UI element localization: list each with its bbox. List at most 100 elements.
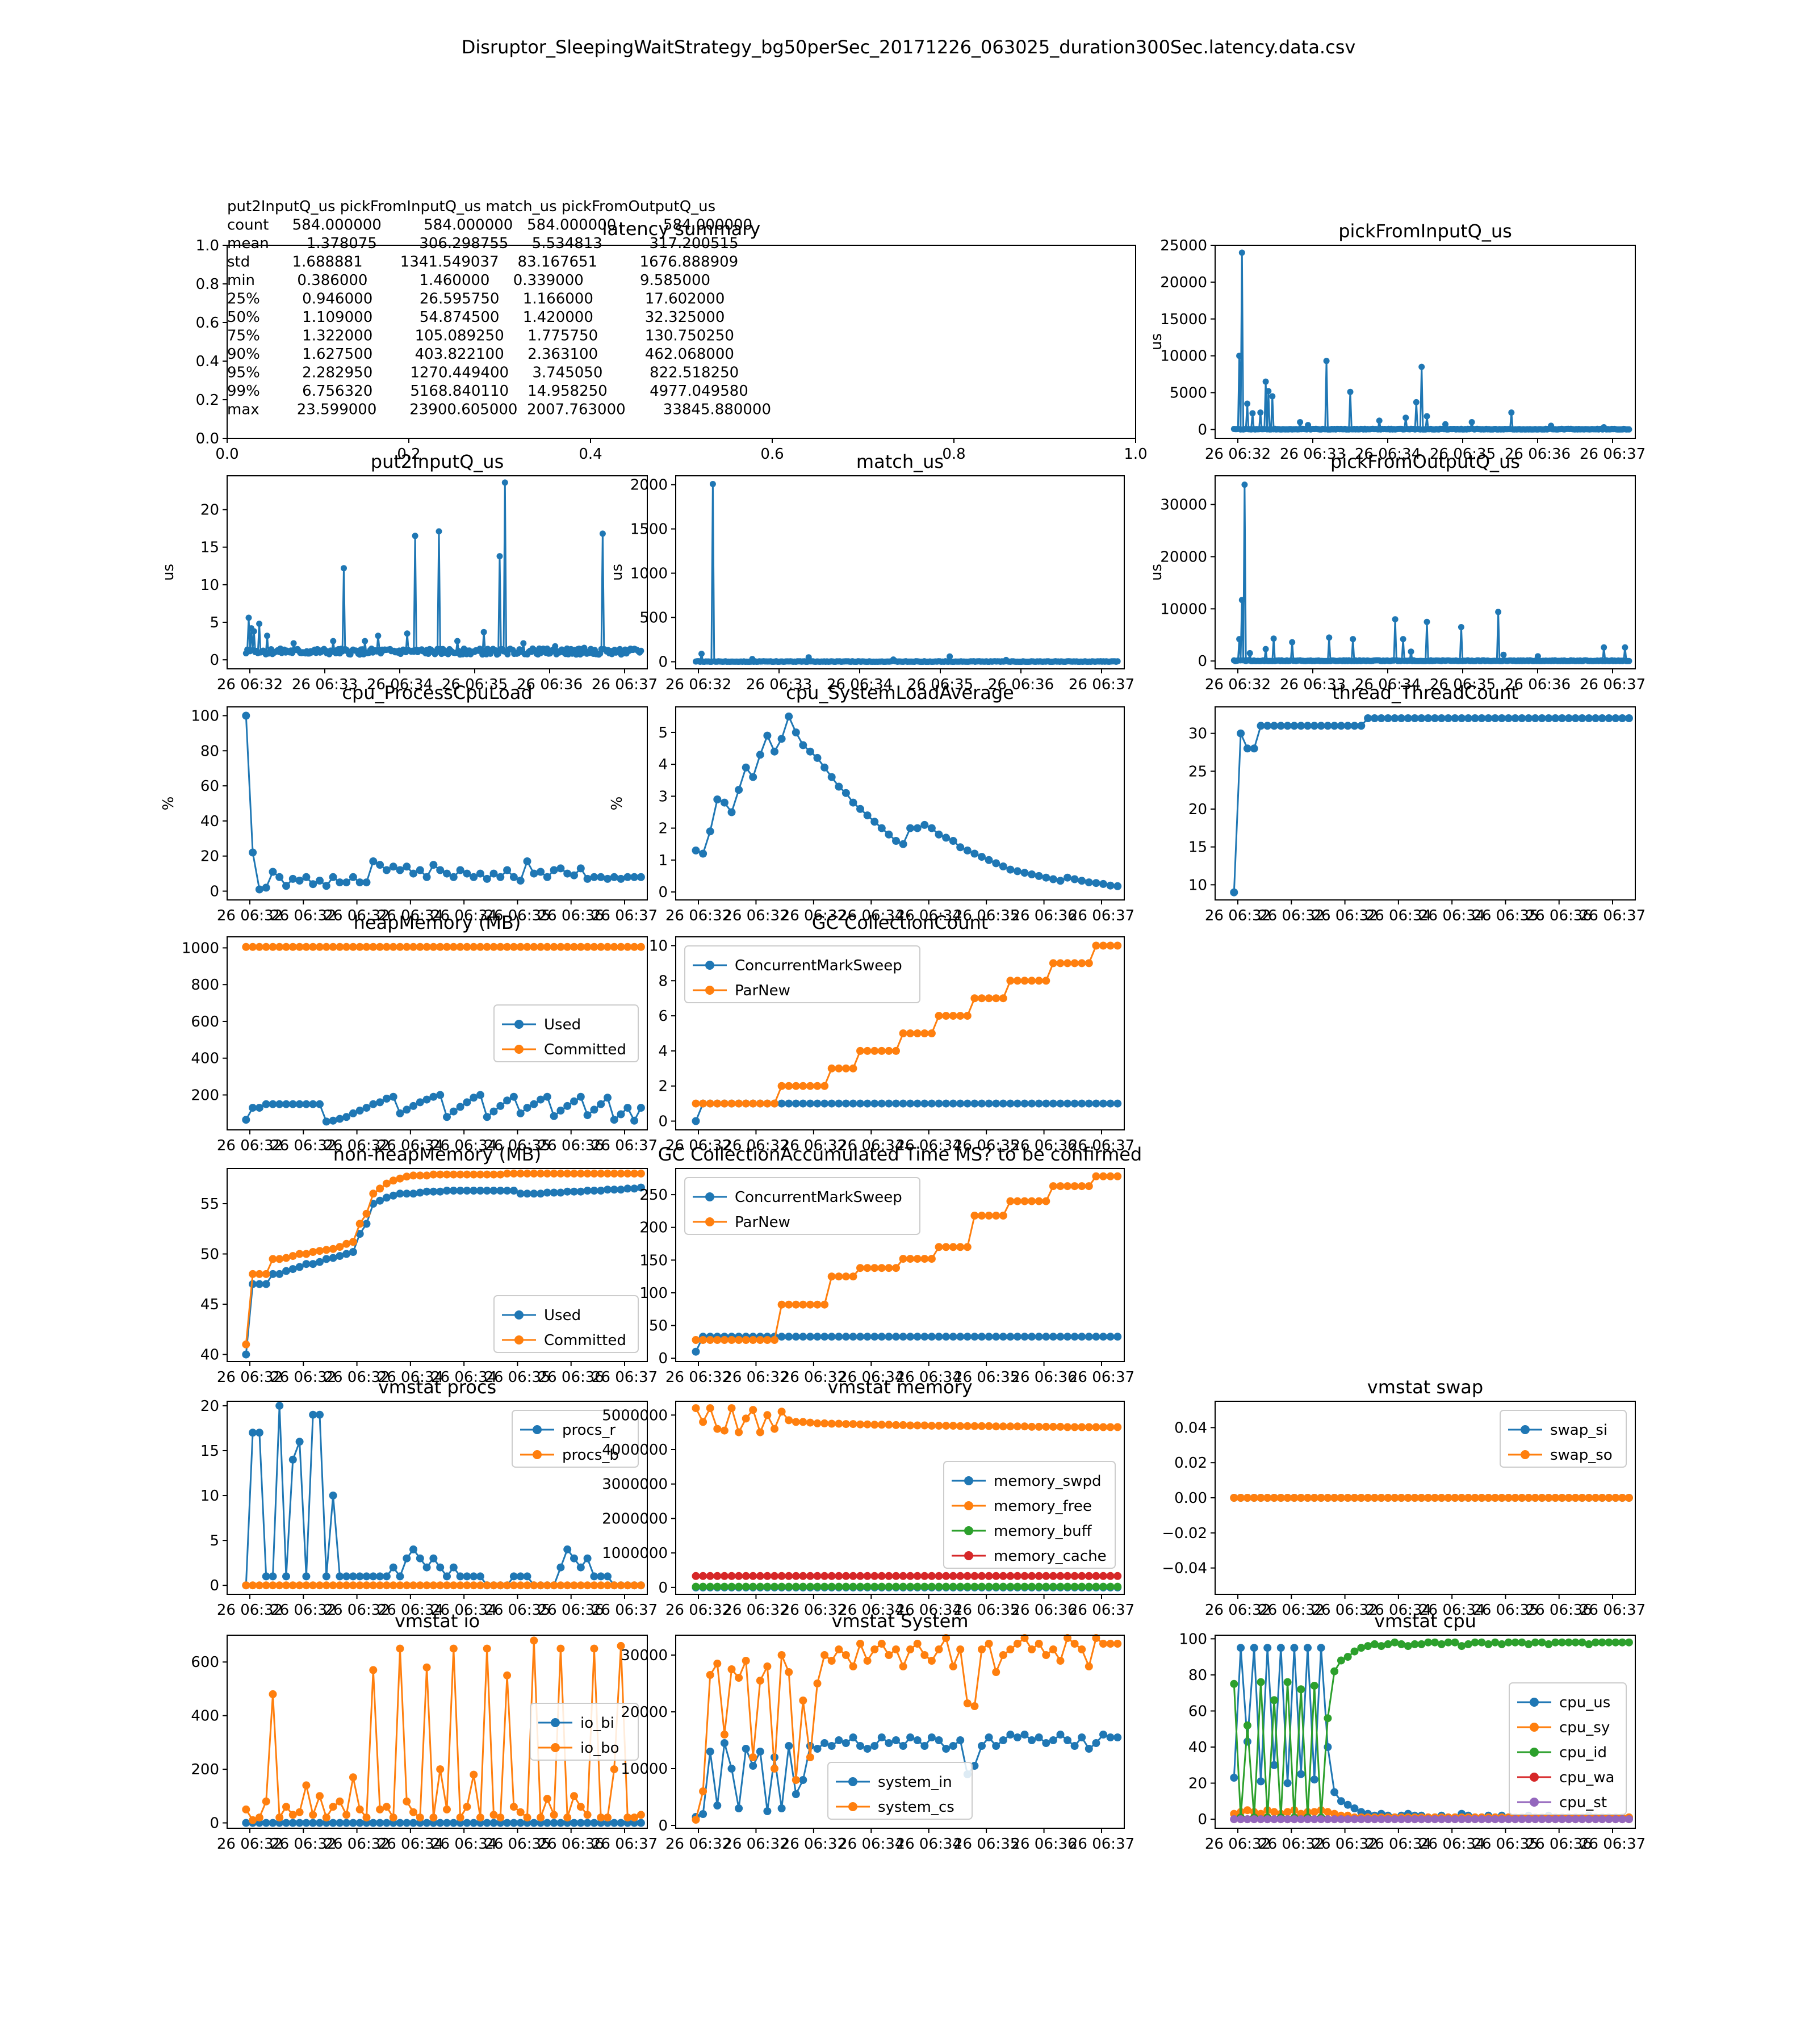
data-point (970, 1333, 979, 1341)
data-point (935, 1333, 943, 1341)
data-point (1317, 722, 1325, 730)
x-tick-label: 26 06:32 (217, 1836, 283, 1853)
data-point (720, 1426, 729, 1435)
data-point (1049, 1333, 1057, 1341)
data-point (396, 1572, 404, 1581)
data-point (985, 1212, 993, 1220)
data-point (396, 1109, 404, 1117)
data-point (322, 1572, 330, 1581)
data-point (1042, 873, 1050, 882)
data-point (892, 1645, 900, 1653)
data-point (495, 650, 502, 657)
data-point (1085, 878, 1093, 887)
data-point (543, 1169, 551, 1178)
data-point (1283, 1779, 1292, 1787)
data-point (456, 1572, 464, 1581)
data-point (590, 1644, 598, 1653)
y-tick-label: 100 (191, 707, 219, 724)
data-point (520, 640, 527, 647)
data-point (362, 1104, 371, 1112)
data-point (799, 1099, 807, 1108)
data-point (509, 1169, 518, 1178)
x-tick-label: 26 06:34 (838, 907, 904, 924)
x-tick-label: 26 06:37 (1580, 676, 1646, 693)
data-point (282, 1100, 290, 1108)
data-point (1471, 1815, 1479, 1824)
data-point (275, 1401, 284, 1410)
x-tick-label: 26 06:34 (896, 1836, 962, 1853)
data-point (1464, 1494, 1472, 1502)
data-point (1042, 977, 1050, 985)
data-point (255, 1429, 263, 1437)
y-tick-label: 40 (200, 813, 219, 830)
data-point (827, 1742, 836, 1750)
data-point (870, 1742, 879, 1750)
chart-title: GC CollectionAccumulated Time MS? to be … (658, 1144, 1142, 1165)
data-point (1042, 1197, 1050, 1205)
data-point (1230, 1679, 1238, 1688)
x-tick-label: 26 06:36 (1505, 676, 1571, 693)
data-point (1056, 1731, 1065, 1739)
data-point (1092, 1572, 1100, 1580)
data-point (349, 1238, 357, 1246)
data-point (835, 1645, 843, 1653)
data-point (516, 943, 525, 951)
data-point (556, 1644, 565, 1653)
data-point (813, 1679, 822, 1687)
data-point (1431, 1815, 1439, 1824)
data-point (496, 1813, 505, 1822)
data-point (389, 1191, 397, 1200)
data-point (885, 830, 893, 839)
data-point (1236, 636, 1243, 643)
data-point (1078, 1645, 1086, 1653)
data-point (1290, 1494, 1299, 1502)
data-point (949, 1582, 957, 1591)
data-point (1592, 1638, 1600, 1647)
data-point (963, 1699, 972, 1707)
y-tick-label: −0.02 (1162, 1525, 1207, 1542)
data-point (362, 1220, 371, 1228)
data-point (742, 763, 750, 772)
data-point (799, 741, 807, 749)
data-point (935, 1582, 943, 1591)
data-point (443, 1187, 451, 1195)
legend-label: swap_so (1550, 1447, 1613, 1464)
series-Used (242, 1091, 645, 1126)
data-point (322, 1117, 330, 1126)
data-point (1006, 1422, 1015, 1431)
data-point (1085, 1662, 1093, 1670)
x-tick-label: 0.6 (760, 446, 784, 463)
data-point (877, 1264, 886, 1272)
data-point (877, 1099, 886, 1108)
data-point (1477, 714, 1486, 722)
data-point (1611, 1815, 1620, 1824)
data-point (947, 653, 953, 660)
summary-axes-frame (227, 245, 1136, 439)
data-point (316, 1819, 324, 1827)
data-point (489, 1819, 498, 1827)
y-tick-label: 1.0 (196, 237, 219, 254)
data-point (1099, 1423, 1107, 1431)
data-point (604, 1169, 612, 1178)
x-tick-label: 26 06:32 (324, 1602, 390, 1619)
x-tick-label: 26 06:35 (442, 676, 508, 693)
data-point (1317, 1815, 1325, 1824)
data-point (899, 1582, 907, 1591)
data-point (282, 1267, 290, 1275)
legend-label: swap_si (1550, 1422, 1607, 1439)
data-point (970, 994, 979, 1003)
data-point (1085, 1582, 1093, 1591)
data-point (1092, 1582, 1100, 1591)
data-point (856, 1099, 864, 1108)
data-point (999, 1651, 1007, 1659)
data-point (1343, 1653, 1352, 1661)
data-point (785, 1572, 793, 1580)
data-point (570, 1554, 578, 1563)
data-point (813, 753, 822, 762)
legend-swatch-marker (533, 1425, 542, 1434)
data-point (1250, 744, 1258, 753)
data-point (1564, 714, 1573, 722)
y-tick-label: 1000000 (602, 1545, 668, 1562)
data-point (369, 1666, 378, 1674)
data-point (543, 1092, 551, 1101)
